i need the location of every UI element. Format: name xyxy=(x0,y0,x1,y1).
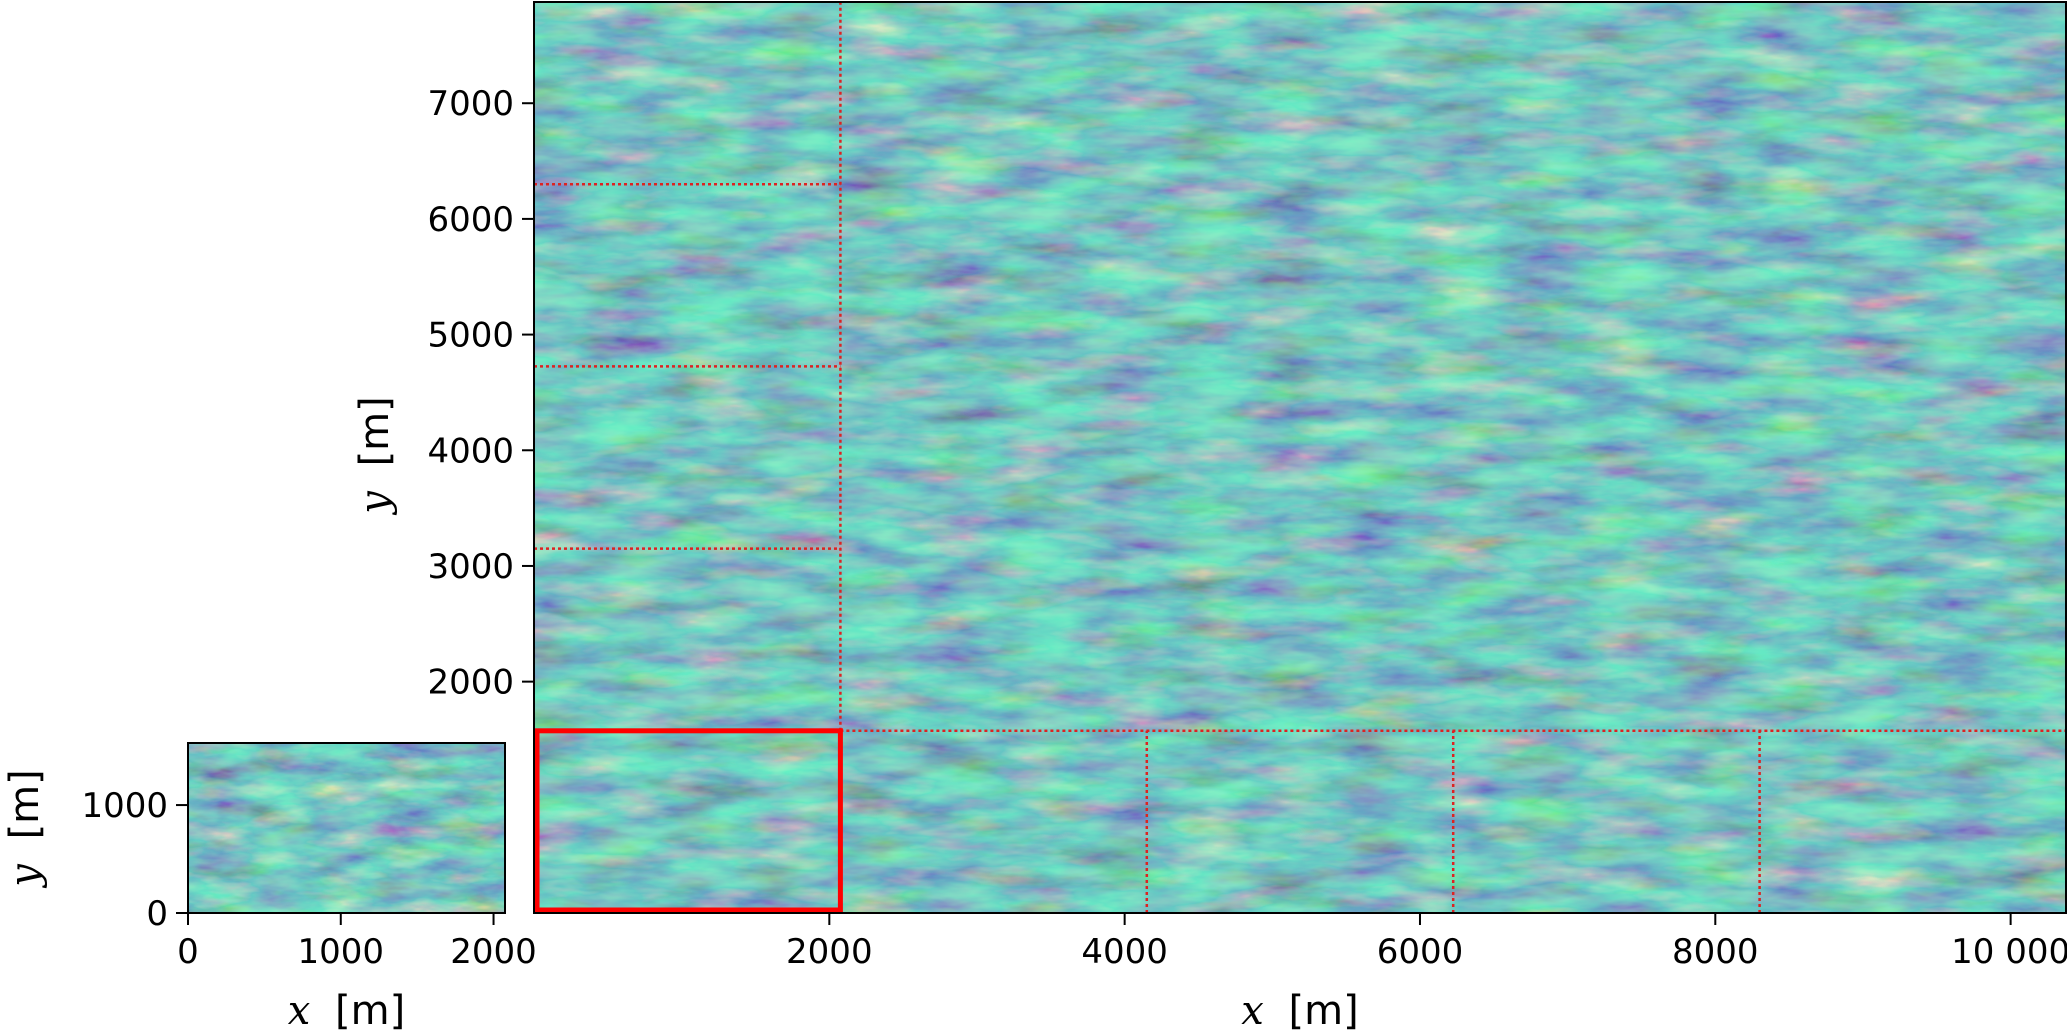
x-tick-label: 0 xyxy=(177,932,199,972)
large-domain-panel: 2000 4000 6000 8000 10 000 2000 3000 4000 5000 6… xyxy=(352,1,2067,1031)
y-tick-label: 6000 xyxy=(427,200,514,240)
highlight-box xyxy=(534,728,843,913)
large-domain-x-ticks: 2000 4000 6000 8000 10 000 xyxy=(786,913,2067,972)
y-tick-label: 2000 xyxy=(427,663,514,703)
small-domain-x-ticks: 0 1000 2000 xyxy=(177,913,537,972)
x-tick-label: 1000 xyxy=(298,932,385,972)
y-tick-label: 4000 xyxy=(427,431,514,471)
large-domain-texture xyxy=(534,2,2066,913)
y-tick-label: 5000 xyxy=(427,316,514,356)
x-tick-label: 8000 xyxy=(1672,932,1759,972)
large-domain-y-unit: [m] xyxy=(352,396,398,466)
small-domain-y-axis-label: y [m] xyxy=(2,769,48,889)
small-domain-frame xyxy=(187,742,506,914)
small-domain-panel: 0 1000 2000 0 1000 x [m] y [m] xyxy=(2,742,537,1031)
large-domain-y-ticks: 2000 3000 4000 5000 6000 7000 xyxy=(427,84,534,703)
large-domain-x-var: x xyxy=(1241,988,1264,1031)
x-tick-label: 2000 xyxy=(450,932,537,972)
large-domain-y-var: y xyxy=(352,490,398,516)
large-domain-x-unit: [m] xyxy=(1289,988,1359,1031)
small-domain-x-var: x xyxy=(288,988,311,1031)
small-domain-x-axis-label: x [m] xyxy=(288,988,405,1031)
y-tick-label: 0 xyxy=(146,894,168,934)
y-tick-label: 1000 xyxy=(81,786,168,826)
y-tick-label: 3000 xyxy=(427,547,514,587)
x-tick-label: 4000 xyxy=(1081,932,1168,972)
x-tick-label: 2000 xyxy=(786,932,873,972)
large-domain-y-axis-label: y [m] xyxy=(352,396,398,516)
small-domain-y-unit: [m] xyxy=(2,769,48,839)
x-tick-label: 10 000 xyxy=(1951,932,2067,972)
partition-lines xyxy=(534,2,2066,913)
small-domain-y-ticks: 0 1000 xyxy=(81,786,188,934)
small-domain-x-unit: [m] xyxy=(335,988,405,1031)
y-tick-label: 7000 xyxy=(427,84,514,124)
small-domain-texture xyxy=(188,743,505,913)
small-domain-y-var: y xyxy=(2,863,48,889)
x-tick-label: 6000 xyxy=(1377,932,1464,972)
large-domain-x-axis-label: x [m] xyxy=(1241,988,1358,1031)
large-domain-frame xyxy=(533,1,2067,914)
